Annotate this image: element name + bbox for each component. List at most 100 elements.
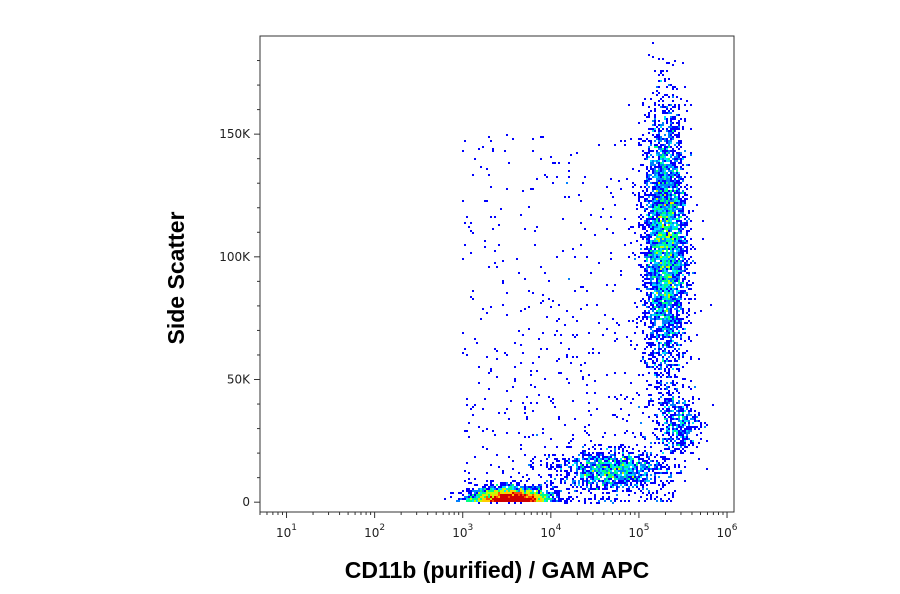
event-point [686, 414, 688, 416]
event-point [694, 420, 696, 422]
event-point [616, 484, 618, 486]
event-point [678, 200, 680, 202]
event-point [644, 338, 646, 340]
event-point [614, 144, 616, 146]
event-point [656, 272, 658, 274]
event-point [556, 464, 558, 466]
event-point [694, 386, 696, 388]
event-point [654, 198, 656, 200]
event-point [624, 446, 626, 448]
event-point [512, 484, 514, 486]
event-point [598, 500, 600, 502]
event-point [670, 292, 672, 294]
event-point [684, 450, 686, 452]
event-point [640, 214, 642, 216]
event-point [658, 314, 660, 316]
event-point [684, 400, 686, 402]
event-point [502, 488, 504, 490]
event-point [622, 476, 624, 478]
event-point [660, 242, 662, 244]
event-point [668, 104, 670, 106]
event-point [510, 476, 512, 478]
event-point [680, 158, 682, 160]
event-point [672, 492, 674, 494]
event-point [626, 470, 628, 472]
event-point [668, 62, 670, 64]
event-point [678, 140, 680, 142]
event-point [654, 290, 656, 292]
event-point [668, 284, 670, 286]
event-point [690, 430, 692, 432]
event-point [648, 132, 650, 134]
event-point [650, 278, 652, 280]
event-point [654, 200, 656, 202]
event-point [548, 474, 550, 476]
event-point [658, 462, 660, 464]
event-point [660, 166, 662, 168]
event-point [462, 332, 464, 334]
event-point [478, 502, 480, 504]
event-point [676, 182, 678, 184]
event-point [668, 190, 670, 192]
event-point [658, 156, 660, 158]
event-point [662, 374, 664, 376]
event-point [578, 458, 580, 460]
event-point [654, 256, 656, 258]
event-point [670, 190, 672, 192]
event-point [676, 280, 678, 282]
event-point [678, 120, 680, 122]
event-point [588, 458, 590, 460]
event-point [468, 492, 470, 494]
event-point [472, 500, 474, 502]
event-point [614, 476, 616, 478]
event-point [500, 482, 502, 484]
event-point [662, 286, 664, 288]
event-point [676, 184, 678, 186]
event-point [664, 78, 666, 80]
event-point [640, 458, 642, 460]
event-point [612, 480, 614, 482]
event-point [680, 336, 682, 338]
event-point [674, 242, 676, 244]
event-point [500, 492, 502, 494]
event-point [668, 142, 670, 144]
event-point [608, 466, 610, 468]
event-point [666, 398, 668, 400]
event-point [544, 494, 546, 496]
event-point [698, 442, 700, 444]
event-point [506, 496, 508, 498]
event-point [540, 494, 542, 496]
event-point [674, 186, 676, 188]
event-point [600, 498, 602, 500]
event-point [666, 234, 668, 236]
event-point [660, 238, 662, 240]
event-point [626, 464, 628, 466]
event-point [654, 120, 656, 122]
event-point [608, 474, 610, 476]
event-point [494, 500, 496, 502]
event-point [658, 252, 660, 254]
event-point [642, 492, 644, 494]
event-point [662, 214, 664, 216]
event-point [672, 274, 674, 276]
event-point [444, 498, 446, 500]
event-point [662, 442, 664, 444]
event-point [638, 198, 640, 200]
event-point [622, 444, 624, 446]
event-point [686, 230, 688, 232]
event-point [680, 250, 682, 252]
event-point [580, 492, 582, 494]
event-point [572, 486, 574, 488]
event-point [626, 488, 628, 490]
event-point [674, 348, 676, 350]
event-point [588, 474, 590, 476]
event-point [660, 146, 662, 148]
event-point [660, 144, 662, 146]
event-point [668, 282, 670, 284]
event-point [572, 456, 574, 458]
event-point [596, 478, 598, 480]
event-point [584, 470, 586, 472]
event-point [672, 132, 674, 134]
event-point [660, 456, 662, 458]
event-point [666, 180, 668, 182]
